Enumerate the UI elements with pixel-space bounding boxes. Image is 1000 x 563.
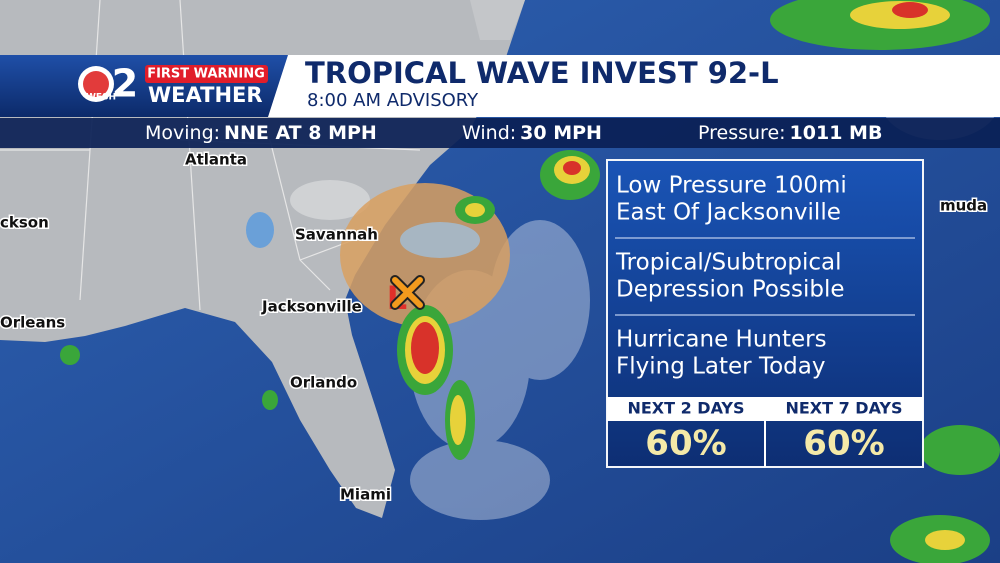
low-center-x (392, 277, 423, 308)
city-label: muda (940, 197, 987, 215)
radar (60, 0, 1000, 563)
city-label: Miami (340, 486, 391, 504)
panel-note: Low Pressure 100mi (616, 173, 847, 199)
info-item: Moving: NNE AT 8 MPH (145, 122, 377, 144)
brand-top: FIRST WARNING (147, 67, 265, 82)
info-label: Moving: (145, 122, 220, 144)
city-label: Savannah (295, 226, 378, 244)
info-value: NNE AT 8 MPH (224, 122, 377, 144)
panel-note: Hurricane Hunters (616, 327, 827, 353)
outlook-value: 60% (645, 424, 726, 464)
panel-note: East Of Jacksonville (616, 200, 841, 226)
panel-note: Tropical/Subtropical (615, 250, 842, 276)
info-label: Pressure: (698, 122, 786, 144)
info-value: 1011 MB (790, 122, 883, 144)
panel-note: Flying Later Today (616, 354, 825, 380)
outlook-label: NEXT 2 DAYS (627, 399, 744, 418)
title: TROPICAL WAVE INVEST 92-L (305, 56, 779, 90)
outlook-value: 60% (803, 424, 884, 464)
station: WESH (86, 93, 116, 103)
panel-note: Depression Possible (616, 277, 845, 303)
city-label: ckson (0, 214, 49, 232)
info-value: 30 MPH (520, 122, 602, 144)
city-label: Jacksonville (261, 298, 362, 316)
info-item: Pressure: 1011 MB (698, 122, 882, 144)
subtitle: 8:00 AM ADVISORY (307, 90, 479, 111)
header: WESH 2 FIRST WARNING WEATHER TROPICAL WA… (0, 55, 1000, 148)
info-item: Wind: 30 MPH (462, 122, 602, 144)
city-label: Orleans (0, 314, 65, 332)
channel: 2 (112, 62, 138, 106)
info-label: Wind: (462, 122, 516, 144)
city-label: Orlando (290, 374, 357, 392)
brand-bottom: WEATHER (148, 83, 263, 107)
city-label: Atlanta (185, 151, 247, 169)
outlook-label: NEXT 7 DAYS (785, 399, 902, 418)
